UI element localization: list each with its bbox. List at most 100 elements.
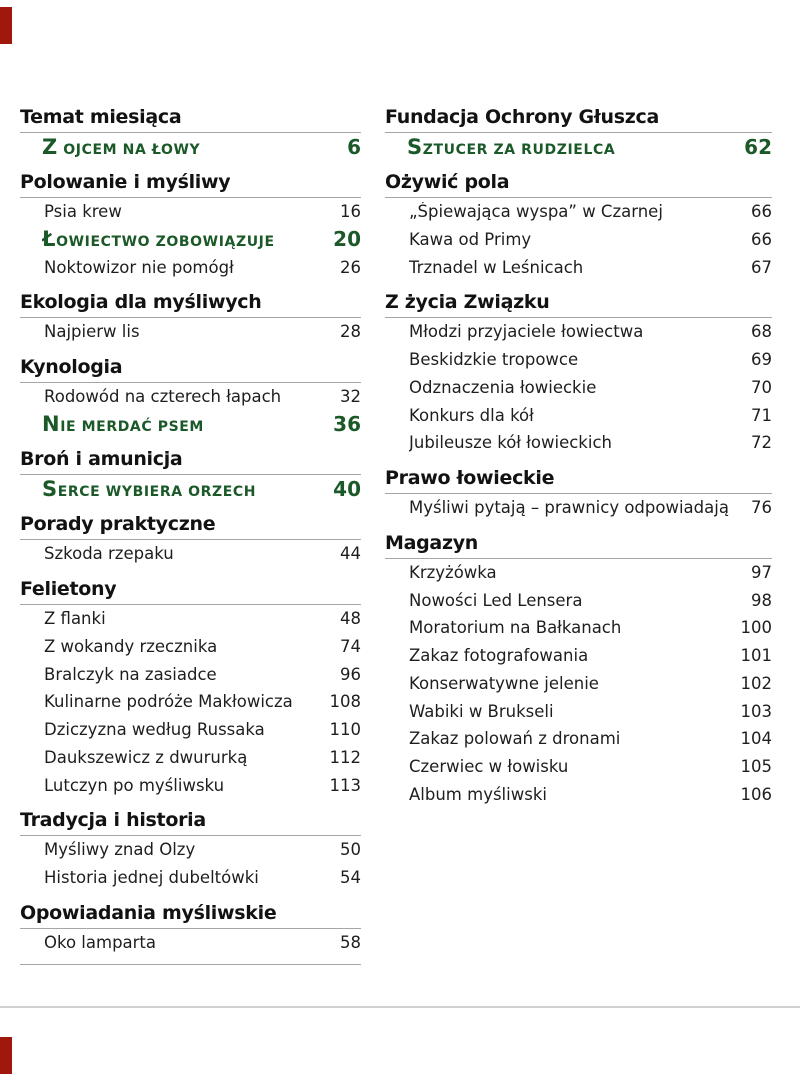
separator-rule [20,964,361,966]
entry-title: Młodzi przyjaciele łowiectwa [409,322,644,342]
entry-title: Konserwatywne jelenie [409,673,599,693]
entry-page-number: 62 [744,134,772,159]
section-header: Felietony [20,568,361,605]
entry-title: Zakaz polowań z dronami [409,729,621,749]
entry-page-number: 32 [340,387,361,407]
entry-title: Historia jednej dubeltówki [44,868,259,888]
toc-entry: Psia krew 16 [20,198,361,226]
section-title: Magazyn [385,531,479,554]
toc-entry: Lutczyn po myśliwsku 113 [20,771,361,799]
feature-entry: SZTUCER ZA RUDZIELCA 62 [385,133,772,161]
entry-title: Album myśliwski [409,784,547,804]
entry-title: SZTUCER ZA RUDZIELCA [407,134,616,159]
section-title: Porady praktyczne [20,513,216,535]
section-header: Broń i amunicja [20,438,361,476]
toc-entry: Szkoda rzepaku 44 [20,540,361,568]
entry-title: NIE MERDAĆ PSEM [42,412,204,437]
entry-title: Czerwiec w łowisku [409,757,569,777]
section-header: Ożywić pola [385,161,772,198]
entry-page-number: 98 [751,590,772,610]
entry-title: Trznadel w Leśnicach [409,257,584,277]
entry-page-number: 48 [340,609,361,629]
toc-entry: Myśliwi pytają – prawnicy odpowiadają 76 [385,494,772,522]
toc-entry: Bralczyk na zasiadce 96 [20,660,361,688]
toc-entry: Wabiki w Brukseli 103 [385,697,772,725]
toc-column-left: Temat miesiąca Z OJCEM NA ŁOWY 6 Polowanie … [20,96,362,966]
registration-mark-top [0,7,12,44]
section-header: Polowanie i myśliwy [20,161,361,198]
toc-entry: „Śpiewająca wyspa” w Czarnej 66 [385,198,772,226]
section-title: Fundacja Ochrony Głuszca [385,106,660,128]
entry-page-number: 67 [751,257,772,277]
entry-page-number: 6 [347,134,361,159]
entry-page-number: 16 [340,202,361,222]
section-title: Temat miesiąca [20,106,182,128]
entry-page-number: 112 [329,747,362,767]
entry-page-number: 36 [333,412,361,437]
entry-page-number: 110 [329,720,362,740]
entry-title: Najpierw lis [44,322,140,342]
entry-title: Dziczyzna według Russaka [44,720,265,740]
toc-entry: Najpierw lis 28 [20,318,361,346]
entry-page-number: 69 [751,350,772,370]
entry-page-number: 40 [333,477,361,502]
section-title: Polowanie i myśliwy [20,170,231,193]
toc-entry: Z flanki 48 [20,605,361,633]
section-title: Tradycja i historia [20,809,206,831]
toc-entry: Moratorium na Bałkanach 100 [385,614,772,642]
entry-page-number: 44 [340,544,361,564]
section-header: Kynologia [20,346,361,383]
section-title: Broń i amunicja [20,448,183,471]
entry-page-number: 54 [340,868,361,888]
toc-entry: Z wokandy rzecznika 74 [20,633,361,661]
section-header: Temat miesiąca [20,96,361,133]
section-title: Opowiadania myśliwskie [20,901,277,924]
entry-title: Wabiki w Brukseli [409,701,554,721]
section-header: Z życia Związku [385,281,772,318]
entry-title: Krzyżówka [409,562,497,582]
feature-entry: SERCE WYBIERA ORZECH 40 [20,475,361,503]
toc-entry: Młodzi przyjaciele łowiectwa 68 [385,318,772,346]
entry-page-number: 70 [751,377,772,397]
toc-entry: Zakaz fotografowania 101 [385,642,772,670]
entry-page-number: 28 [340,322,361,342]
entry-page-number: 20 [333,227,361,252]
section-header: Ekologia dla myśliwych [20,281,361,318]
section-header: Fundacja Ochrony Głuszca [385,96,772,133]
entry-title: Beskidzkie tropowce [409,350,579,370]
entry-title: Daukszewicz z dwururką [44,747,248,767]
registration-mark-bottom [0,1037,12,1074]
entry-page-number: 58 [340,932,361,952]
toc-entry: Konkurs dla kół 71 [385,401,772,429]
section-header: Magazyn [385,522,772,559]
entry-page-number: 68 [751,322,772,342]
entry-page-number: 103 [740,701,773,721]
entry-title: Szkoda rzepaku [44,544,174,564]
entry-title: Psia krew [44,202,122,222]
entry-title: Noktowizor nie pomógł [44,257,234,277]
entry-page-number: 105 [740,757,773,777]
entry-title: Myśliwy znad Olzy [44,840,196,860]
toc-entry: Odznaczenia łowieckie 70 [385,374,772,402]
entry-title: Lutczyn po myśliwsku [44,775,225,795]
toc-entry: Album myśliwski 106 [385,781,772,809]
entry-title: Oko lamparta [44,932,157,952]
entry-page-number: 101 [740,646,773,666]
entry-page-number: 100 [740,618,773,638]
entry-page-number: 113 [329,775,362,795]
section-header: Opowiadania myśliwskie [20,892,361,929]
entry-title: Kawa od Primy [409,229,532,249]
table-of-contents: Temat miesiąca Z OJCEM NA ŁOWY 6 Polowanie … [20,96,772,966]
toc-entry: Czerwiec w łowisku 105 [385,753,772,781]
toc-entry: Nowości Led Lensera 98 [385,586,772,614]
entry-title: Z flanki [44,609,106,629]
bottom-rule [0,1006,800,1008]
entry-title: Jubileusze kół łowieckich [409,433,612,453]
toc-entry: Zakaz polowań z dronami 104 [385,725,772,753]
entry-title: Z OJCEM NA ŁOWY [42,134,201,159]
toc-column-right: Fundacja Ochrony Głuszca SZTUCER ZA RUDZI… [385,96,772,808]
entry-page-number: 50 [340,840,361,860]
entry-page-number: 106 [740,784,773,804]
toc-entry: Historia jednej dubeltówki 54 [20,864,361,892]
